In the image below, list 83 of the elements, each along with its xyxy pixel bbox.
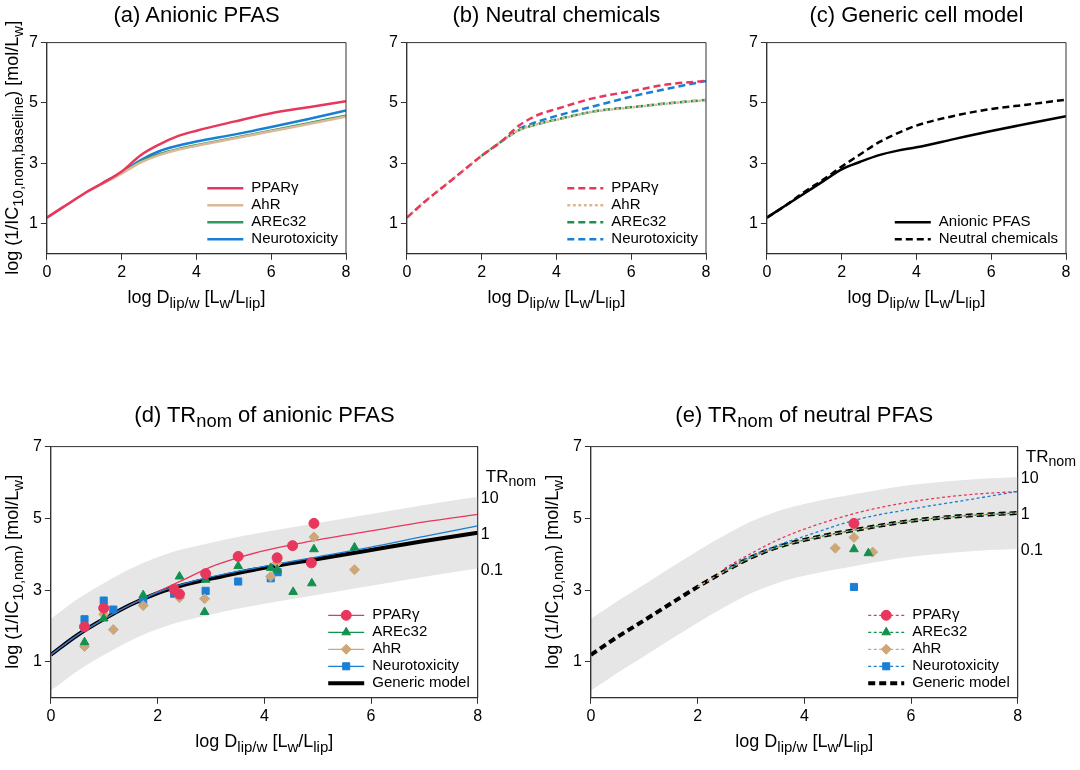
y-tick-label: 3 xyxy=(32,580,42,598)
y-tick-label: 3 xyxy=(748,153,758,171)
x-tick-label: 6 xyxy=(906,706,916,724)
legend-label: AREc32 xyxy=(611,212,667,230)
x-tick-label: 4 xyxy=(799,706,809,724)
chart-title: (b) Neutral chemicals xyxy=(452,2,661,28)
legend-label: Neutral chemicals xyxy=(938,229,1059,247)
x-tick-label: 0 xyxy=(762,262,772,280)
x-tick-label: 6 xyxy=(626,262,636,280)
y-tick-label: 3 xyxy=(572,580,582,598)
x-tick-label: 4 xyxy=(192,262,201,280)
legend-label: AhR xyxy=(251,195,281,213)
y2-tick-label: 0.1 xyxy=(1020,540,1044,558)
y-tick-label: 1 xyxy=(748,214,758,232)
x-tick-label: 4 xyxy=(912,262,921,280)
legend-label: Generic model xyxy=(372,673,470,691)
x-tick-label: 6 xyxy=(266,262,276,280)
legend-label: Neurotoxicity xyxy=(912,656,1000,674)
x-tick-label: 6 xyxy=(366,706,376,724)
y-tick-label: 3 xyxy=(388,153,398,171)
x-tick-label: 0 xyxy=(46,706,56,724)
y-tick-label: 7 xyxy=(32,437,42,455)
y2-axis-title: TR$_{nom}$ xyxy=(485,466,536,489)
x-tick-label: 8 xyxy=(473,706,483,724)
legend-label: AhR xyxy=(611,195,641,213)
y-tick-label: 5 xyxy=(32,508,42,526)
x-axis-title: log D$_{lip/w}$ [L$_{w}$/L$_{lip}$] xyxy=(847,287,986,311)
legend-label: Neurotoxicity xyxy=(611,229,699,247)
chart-title: (a) Anionic PFAS xyxy=(113,2,280,28)
x-tick-label: 2 xyxy=(693,706,703,724)
x-tick-label: 8 xyxy=(341,262,351,280)
legend-label: AREc32 xyxy=(372,622,428,640)
y-tick-label: 5 xyxy=(388,93,398,111)
x-axis-title: log D$_{lip/w}$ [L$_{w}$/L$_{lip}$] xyxy=(735,731,874,755)
legend-label: PPARγ xyxy=(912,605,960,623)
legend-label: Neurotoxicity xyxy=(372,656,460,674)
y-tick-label: 1 xyxy=(28,214,38,232)
legend-label: PPARγ xyxy=(372,605,420,623)
x-tick-label: 0 xyxy=(586,706,596,724)
x-tick-label: 4 xyxy=(259,706,269,724)
x-tick-label: 2 xyxy=(477,262,487,280)
y2-tick-label: 10 xyxy=(1020,469,1039,487)
x-tick-label: 8 xyxy=(1061,262,1071,280)
y2-tick-label: 1 xyxy=(480,524,490,542)
legend-label: Anionic PFAS xyxy=(938,212,1031,230)
y2-tick-label: 1 xyxy=(1020,505,1030,523)
x-tick-label: 2 xyxy=(117,262,127,280)
y2-axis-title: TR$_{nom}$ xyxy=(1025,446,1076,470)
y2-tick-label: 10 xyxy=(480,489,499,507)
x-tick-label: 0 xyxy=(402,262,412,280)
y-tick-label: 5 xyxy=(748,93,758,111)
y-tick-label: 3 xyxy=(28,153,38,171)
y-tick-label: 7 xyxy=(28,33,38,51)
x-tick-label: 2 xyxy=(837,262,847,280)
x-tick-label: 6 xyxy=(986,262,996,280)
legend-label: AhR xyxy=(372,639,402,657)
x-tick-label: 0 xyxy=(42,262,52,280)
y-tick-label: 7 xyxy=(388,33,398,51)
x-tick-label: 8 xyxy=(1013,706,1023,724)
chart-title: (d) TR$_{nom}$ of anionic PFAS xyxy=(134,402,395,433)
y-tick-label: 5 xyxy=(28,93,38,111)
x-tick-label: 8 xyxy=(701,262,711,280)
y-tick-label: 1 xyxy=(32,652,42,670)
x-tick-label: 2 xyxy=(153,706,163,724)
legend-label: AREc32 xyxy=(251,212,307,230)
legend-label: Generic model xyxy=(912,673,1010,691)
x-axis-title: log D$_{lip/w}$ [L$_{w}$/L$_{lip}$] xyxy=(487,287,626,311)
y-tick-label: 1 xyxy=(388,214,398,232)
y-tick-label: 7 xyxy=(748,33,758,51)
chart-title: (e) TR$_{nom}$ of neutral PFAS xyxy=(675,402,934,433)
x-tick-label: 4 xyxy=(552,262,561,280)
x-axis-title: log D$_{lip/w}$ [L$_{w}$/L$_{lip}$] xyxy=(127,287,266,311)
legend-label: Neurotoxicity xyxy=(251,229,339,247)
y-tick-label: 7 xyxy=(572,437,582,455)
legend-label: AhR xyxy=(912,639,942,657)
legend-label: AREc32 xyxy=(912,622,968,640)
y2-tick-label: 0.1 xyxy=(480,560,504,578)
y-tick-label: 1 xyxy=(572,652,582,670)
x-axis-title: log D$_{lip/w}$ [L$_{w}$/L$_{lip}$] xyxy=(195,731,334,755)
chart-title: (c) Generic cell model xyxy=(809,2,1024,28)
y-tick-label: 5 xyxy=(572,508,582,526)
legend-label: PPARγ xyxy=(611,178,660,196)
legend-label: PPARγ xyxy=(251,178,300,196)
